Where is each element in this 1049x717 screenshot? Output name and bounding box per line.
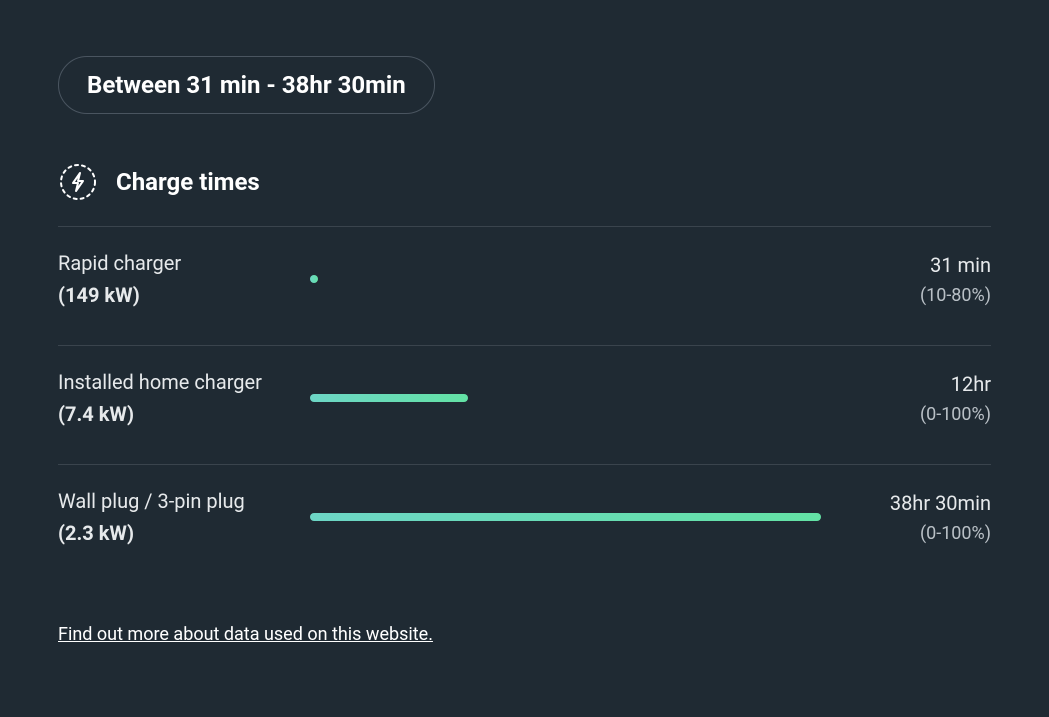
charge-row-right: 38hr 30min (0-100%): [841, 491, 991, 544]
charge-range: (0-100%): [841, 404, 991, 425]
charge-bar-track: [310, 394, 821, 402]
charger-power: (7.4 kW): [58, 402, 310, 426]
charge-time: 38hr 30min: [841, 491, 991, 515]
charge-bar-fill: [310, 394, 468, 402]
charger-power: (2.3 kW): [58, 521, 310, 545]
charge-row-left: Wall plug / 3-pin plug (2.3 kW): [58, 489, 310, 545]
charge-time: 12hr: [841, 372, 991, 396]
charge-row: Installed home charger (7.4 kW) 12hr (0-…: [58, 345, 991, 464]
time-range-pill: Between 31 min - 38hr 30min: [58, 56, 435, 114]
charger-power: (149 kW): [58, 283, 310, 307]
section-title: Charge times: [116, 168, 260, 196]
charge-range: (0-100%): [841, 523, 991, 544]
section-header: Charge times: [58, 162, 991, 202]
charger-name: Wall plug / 3-pin plug: [58, 489, 310, 513]
charger-name: Rapid charger: [58, 251, 310, 275]
charge-bar-track: [310, 275, 821, 283]
charge-range: (10-80%): [841, 285, 991, 306]
data-info-link[interactable]: Find out more about data used on this we…: [58, 624, 433, 645]
charge-row-right: 31 min (10-80%): [841, 253, 991, 306]
charge-time: 31 min: [841, 253, 991, 277]
charge-row-right: 12hr (0-100%): [841, 372, 991, 425]
bolt-icon: [58, 162, 98, 202]
charge-row: Wall plug / 3-pin plug (2.3 kW) 38hr 30m…: [58, 464, 991, 583]
charge-bar-fill: [310, 513, 821, 521]
time-range-text: Between 31 min - 38hr 30min: [87, 71, 406, 99]
charge-row-left: Installed home charger (7.4 kW): [58, 370, 310, 426]
charge-row: Rapid charger (149 kW) 31 min (10-80%): [58, 226, 991, 345]
charge-bar-fill: [310, 275, 318, 283]
charge-row-left: Rapid charger (149 kW): [58, 251, 310, 307]
charge-bar-track: [310, 513, 821, 521]
charger-name: Installed home charger: [58, 370, 310, 394]
